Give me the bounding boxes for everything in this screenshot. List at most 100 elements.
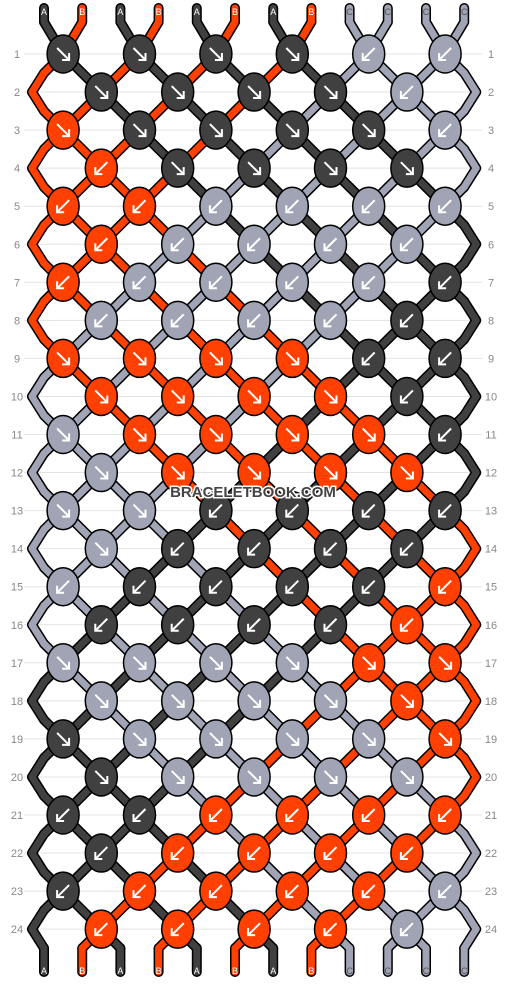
knot[interactable] bbox=[313, 72, 348, 112]
knot[interactable] bbox=[46, 186, 80, 226]
knot[interactable] bbox=[160, 300, 195, 341]
knot[interactable] bbox=[46, 719, 80, 759]
knot[interactable] bbox=[84, 376, 119, 417]
knot[interactable] bbox=[351, 110, 386, 150]
knot[interactable] bbox=[122, 338, 157, 379]
knot[interactable] bbox=[390, 833, 424, 873]
knot[interactable] bbox=[390, 300, 424, 341]
knot[interactable] bbox=[428, 262, 462, 303]
knot[interactable] bbox=[428, 186, 462, 226]
knot[interactable] bbox=[122, 490, 157, 531]
knot[interactable] bbox=[122, 262, 157, 303]
knot[interactable] bbox=[237, 681, 271, 721]
knot[interactable] bbox=[122, 110, 157, 150]
knot[interactable] bbox=[84, 72, 119, 112]
knot[interactable] bbox=[237, 300, 271, 341]
knot[interactable] bbox=[46, 262, 80, 303]
knot[interactable] bbox=[199, 186, 233, 226]
knot[interactable] bbox=[313, 681, 348, 721]
knot[interactable] bbox=[237, 757, 271, 797]
knot[interactable] bbox=[313, 833, 348, 873]
knot[interactable] bbox=[275, 338, 310, 379]
knot[interactable] bbox=[237, 376, 271, 417]
knot[interactable] bbox=[199, 871, 233, 911]
knot[interactable] bbox=[351, 643, 386, 683]
knot[interactable] bbox=[428, 643, 462, 683]
knot[interactable] bbox=[275, 795, 310, 835]
knot[interactable] bbox=[199, 643, 233, 683]
knot[interactable] bbox=[46, 34, 80, 74]
knot[interactable] bbox=[275, 110, 310, 150]
knot[interactable] bbox=[237, 833, 271, 873]
knot[interactable] bbox=[275, 643, 310, 683]
knot[interactable] bbox=[84, 833, 119, 873]
knot[interactable] bbox=[428, 490, 462, 531]
knot[interactable] bbox=[351, 871, 386, 911]
knot[interactable] bbox=[237, 72, 271, 112]
knot[interactable] bbox=[351, 795, 386, 835]
knot[interactable] bbox=[160, 224, 195, 264]
knot[interactable] bbox=[313, 909, 348, 949]
knot[interactable] bbox=[275, 871, 310, 911]
knot[interactable] bbox=[275, 490, 310, 531]
knot[interactable] bbox=[275, 566, 310, 607]
knot[interactable] bbox=[390, 528, 424, 569]
knot[interactable] bbox=[46, 795, 80, 835]
knot[interactable] bbox=[237, 528, 271, 569]
knot[interactable] bbox=[390, 224, 424, 264]
knot[interactable] bbox=[351, 338, 386, 379]
knot[interactable] bbox=[84, 224, 119, 264]
knot[interactable] bbox=[122, 34, 157, 74]
knot[interactable] bbox=[351, 186, 386, 226]
knot[interactable] bbox=[46, 490, 80, 531]
knot[interactable] bbox=[313, 452, 348, 493]
knot[interactable] bbox=[351, 490, 386, 531]
knot[interactable] bbox=[122, 414, 157, 455]
knot[interactable] bbox=[122, 795, 157, 835]
knot[interactable] bbox=[351, 34, 386, 74]
knot[interactable] bbox=[160, 833, 195, 873]
knot[interactable] bbox=[160, 148, 195, 188]
knot[interactable] bbox=[275, 186, 310, 226]
knot[interactable] bbox=[313, 376, 348, 417]
knot[interactable] bbox=[313, 757, 348, 797]
knot[interactable] bbox=[46, 643, 80, 683]
knot[interactable] bbox=[160, 681, 195, 721]
knot[interactable] bbox=[275, 34, 310, 74]
knot[interactable] bbox=[160, 72, 195, 112]
knot[interactable] bbox=[84, 528, 119, 569]
knot[interactable] bbox=[351, 262, 386, 303]
knot[interactable] bbox=[351, 719, 386, 759]
knot[interactable] bbox=[351, 414, 386, 455]
knot[interactable] bbox=[313, 148, 348, 188]
knot[interactable] bbox=[46, 414, 80, 455]
knot[interactable] bbox=[428, 110, 462, 150]
knot[interactable] bbox=[122, 186, 157, 226]
knot[interactable] bbox=[160, 909, 195, 949]
knot[interactable] bbox=[160, 376, 195, 417]
knot[interactable] bbox=[84, 909, 119, 949]
knot[interactable] bbox=[199, 34, 233, 74]
knot[interactable] bbox=[199, 490, 233, 531]
knot[interactable] bbox=[390, 757, 424, 797]
knot[interactable] bbox=[46, 338, 80, 379]
knot[interactable] bbox=[390, 452, 424, 493]
knot[interactable] bbox=[237, 452, 271, 493]
knot[interactable] bbox=[313, 605, 348, 645]
knot[interactable] bbox=[390, 681, 424, 721]
knot[interactable] bbox=[428, 338, 462, 379]
knot[interactable] bbox=[237, 224, 271, 264]
knot[interactable] bbox=[160, 757, 195, 797]
knot[interactable] bbox=[428, 414, 462, 455]
knot[interactable] bbox=[46, 110, 80, 150]
knot[interactable] bbox=[46, 871, 80, 911]
knot[interactable] bbox=[199, 110, 233, 150]
knot[interactable] bbox=[199, 338, 233, 379]
knot[interactable] bbox=[390, 605, 424, 645]
knot[interactable] bbox=[199, 414, 233, 455]
knot[interactable] bbox=[275, 719, 310, 759]
knot[interactable] bbox=[275, 262, 310, 303]
knot[interactable] bbox=[122, 643, 157, 683]
knot[interactable] bbox=[428, 795, 462, 835]
knot[interactable] bbox=[237, 605, 271, 645]
